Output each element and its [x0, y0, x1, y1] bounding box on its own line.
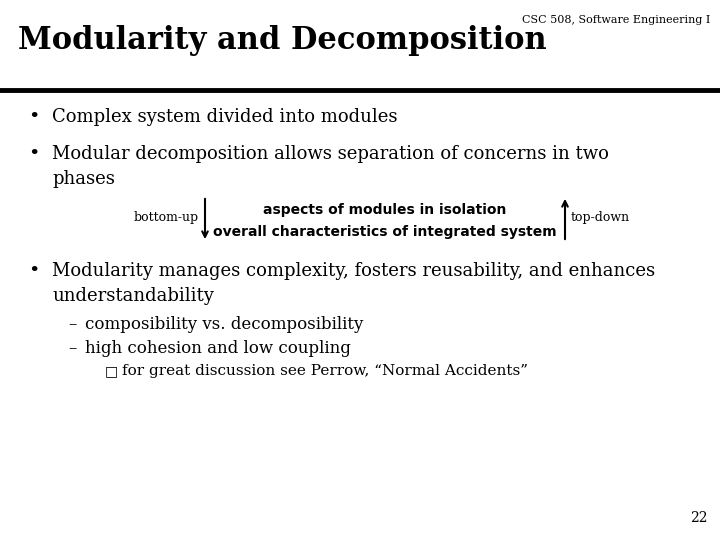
- Text: –: –: [68, 340, 76, 357]
- Text: •: •: [28, 262, 40, 280]
- Text: Complex system divided into modules: Complex system divided into modules: [52, 108, 397, 126]
- Text: understandability: understandability: [52, 287, 214, 305]
- Text: –: –: [68, 316, 76, 333]
- Text: aspects of modules in isolation: aspects of modules in isolation: [264, 203, 507, 217]
- Text: phases: phases: [52, 170, 115, 188]
- Text: overall characteristics of integrated system: overall characteristics of integrated sy…: [213, 225, 557, 239]
- Text: composibility vs. decomposibility: composibility vs. decomposibility: [85, 316, 364, 333]
- Text: Modular decomposition allows separation of concerns in two: Modular decomposition allows separation …: [52, 145, 609, 163]
- Text: CSC 508, Software Engineering I: CSC 508, Software Engineering I: [521, 15, 710, 25]
- Text: bottom-up: bottom-up: [134, 212, 199, 225]
- Text: for great discussion see Perrow, “Normal Accidents”: for great discussion see Perrow, “Normal…: [122, 364, 528, 378]
- Text: high cohesion and low coupling: high cohesion and low coupling: [85, 340, 351, 357]
- Text: □: □: [105, 364, 118, 378]
- Text: •: •: [28, 145, 40, 163]
- Text: 22: 22: [690, 511, 708, 525]
- Text: Modularity manages complexity, fosters reusability, and enhances: Modularity manages complexity, fosters r…: [52, 262, 655, 280]
- Text: Modularity and Decomposition: Modularity and Decomposition: [18, 25, 546, 56]
- Text: •: •: [28, 108, 40, 126]
- Text: top-down: top-down: [571, 212, 630, 225]
